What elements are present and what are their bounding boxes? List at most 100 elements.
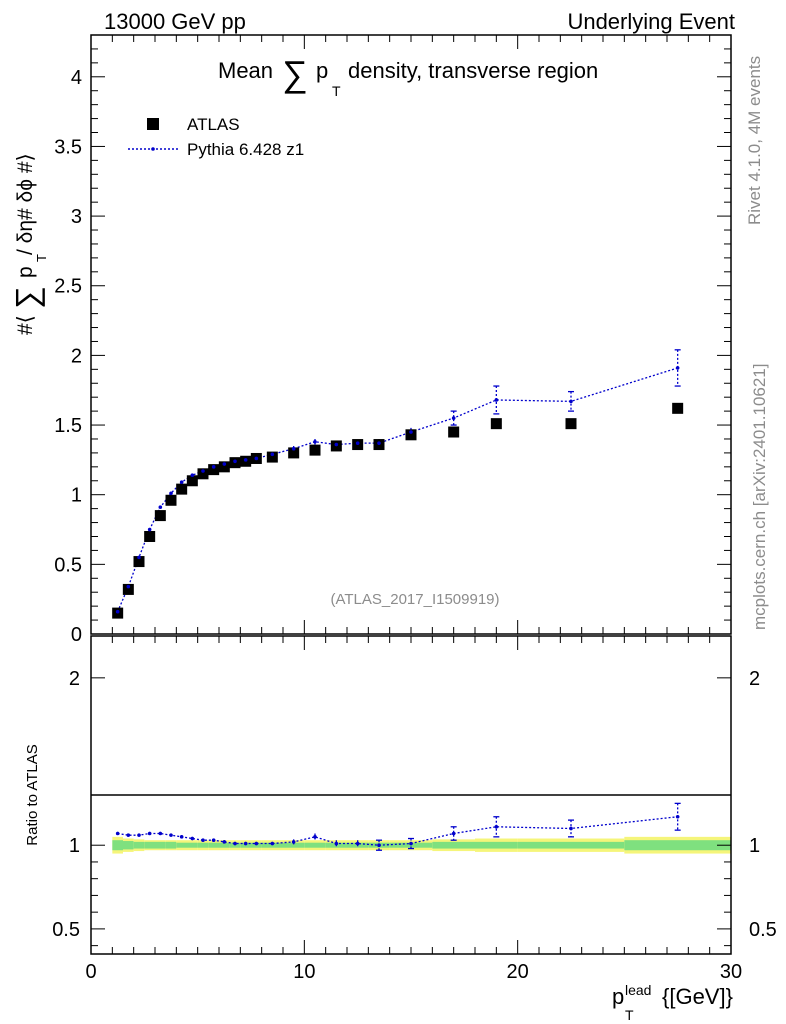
atlas-data-point (133, 556, 145, 568)
xlabel-superscript: lead (625, 982, 651, 998)
ratio-panel-ticks: 0 10 20 30 0.5 0.5 1 1 2 2 (52, 636, 777, 983)
main-y-tick-label: 0 (71, 624, 82, 646)
pythia-data-point (409, 430, 413, 434)
ylabel-sum-symbol: ∑ (9, 286, 45, 309)
y-axis-label: #⟨ ∑ p T / δη# δϕ #⟩ (9, 153, 49, 335)
band-inner-segment (165, 841, 177, 849)
ratio-data-point (211, 838, 216, 842)
mcplots-label: mcplots.cern.ch [arXiv:2401.10621] (750, 364, 769, 630)
main-panel-data (112, 349, 684, 619)
band-inner-segment (624, 840, 731, 851)
pythia-data-point (377, 441, 381, 445)
ratio-data-point (409, 841, 413, 846)
band-inner-segment (112, 840, 123, 851)
atlas-data-point (672, 402, 684, 414)
pythia-data-point (313, 439, 317, 444)
ratio-data-point (169, 833, 173, 837)
pythia-data-point (243, 458, 248, 462)
rivet-version-label: Rivet 4.1.0, 4M events (745, 56, 764, 225)
band-inner-segment (432, 841, 475, 849)
main-y-tick-label: 2.5 (54, 276, 82, 298)
ratio-data-point (179, 835, 184, 839)
main-y-tick-label: 2 (71, 345, 82, 367)
atlas-data-point (144, 530, 156, 542)
ratio-y-tick-label-right: 0.5 (749, 919, 777, 941)
ratio-data-point (201, 838, 205, 842)
ratio-data-point (158, 831, 163, 836)
atlas-data-point (266, 451, 278, 463)
atlas-data-point (208, 464, 220, 476)
ratio-data-point (675, 814, 680, 819)
band-inner-segment (475, 841, 518, 849)
ratio-data-point (190, 836, 195, 841)
pythia-data-point (270, 452, 275, 457)
band-inner-segment (208, 842, 219, 848)
ratio-y-tick-label-right: 2 (749, 668, 760, 690)
ratio-data-point (115, 831, 120, 836)
legend-pythia-marker (151, 147, 155, 151)
pythia-data-point (254, 456, 259, 461)
ratio-data-point (126, 833, 131, 837)
title-prefix: Mean (218, 58, 273, 83)
band-inner-segment (517, 841, 625, 849)
ratio-data-point (334, 841, 339, 846)
ratio-y-tick-label: 2 (69, 668, 80, 690)
ratio-data-point (243, 841, 248, 846)
atlas-data-point (186, 475, 198, 487)
atlas-data-point (176, 483, 188, 495)
main-panel-ticks: 0 0.5 1 1.5 2 2.5 3 3.5 4 (54, 34, 732, 646)
pythia-data-point (451, 416, 456, 420)
ylabel-suffix: / δη# δϕ #⟩ (14, 153, 37, 255)
pythia-data-point (158, 505, 163, 510)
pythia-data-point (169, 491, 173, 496)
legend-pythia-label: Pythia 6.428 z1 (187, 140, 304, 159)
xlabel-unit: {[GeV]} (662, 984, 733, 1009)
ratio-panel-data (115, 802, 681, 851)
analysis-id-label: (ATLAS_2017_I1509919) (330, 591, 499, 608)
ratio-uncertainty-band (112, 836, 731, 854)
pythia-data-point (222, 462, 227, 466)
band-inner-segment (283, 842, 305, 848)
band-inner-segment (304, 842, 326, 848)
ratio-data-point (291, 840, 296, 844)
x-tick-label: 10 (293, 961, 315, 983)
pythia-data-point (494, 398, 499, 402)
band-inner-segment (219, 842, 230, 848)
x-tick-label: 30 (720, 961, 742, 983)
band-inner-segment (187, 842, 198, 848)
pythia-data-point (233, 459, 237, 464)
main-y-tick-label: 3.5 (54, 136, 82, 158)
band-inner-segment (144, 841, 155, 849)
ratio-data-point (313, 835, 317, 839)
main-y-tick-label: 0.5 (54, 554, 82, 576)
atlas-data-point (309, 444, 321, 456)
pythia-data-point (137, 555, 141, 560)
band-inner-segment (197, 842, 209, 848)
atlas-data-point (154, 510, 166, 522)
ratio-y-tick-label: 1 (69, 835, 80, 857)
pythia-data-point (190, 473, 195, 477)
title-p: p (316, 58, 328, 83)
atlas-data-point (122, 583, 134, 595)
ratio-data-point (377, 843, 381, 848)
x-tick-label: 0 (85, 961, 96, 983)
ratio-data-point (233, 841, 237, 846)
pythia-data-point (675, 366, 680, 370)
atlas-data-point (218, 461, 230, 473)
pythia-data-point (115, 609, 120, 614)
title-suffix: density, transverse region (348, 58, 598, 83)
ratio-data-point (451, 831, 456, 836)
ylabel-p: p (14, 266, 37, 278)
ylabel-prefix: #⟨ (14, 315, 37, 335)
title-sum-symbol: ∑ (282, 53, 308, 94)
ratio-y-tick-label: 0.5 (52, 919, 80, 941)
plot-title: Mean ∑ p T density, transverse region (218, 53, 598, 99)
pythia-data-point (291, 446, 296, 451)
pythia-data-point (334, 442, 339, 447)
pythia-data-point (355, 441, 360, 445)
header-topic-label: Underlying Event (567, 9, 735, 34)
pythia-data-point (126, 584, 131, 589)
main-y-tick-label: 1.5 (54, 415, 82, 437)
atlas-data-point (288, 447, 300, 459)
